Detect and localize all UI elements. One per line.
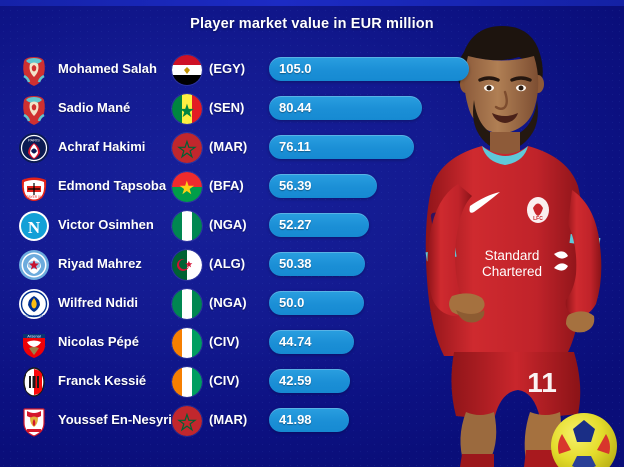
table-row[interactable]: N Victor Osimhen (NGA) 52.27 [0,207,624,246]
value-bar: 44.74 [269,330,354,354]
svg-text:PARIS: PARIS [28,138,40,143]
value-label: 42.59 [279,373,312,388]
country-code: (BFA) [209,178,244,193]
value-label: 50.0 [279,295,305,310]
algeria-flag-icon [172,250,202,280]
player-name: Victor Osimhen [58,217,154,232]
value-label: 80.44 [279,100,312,115]
svg-text:LEICESTER CITY: LEICESTER CITY [22,314,46,318]
burkinafaso-flag-icon [172,172,202,202]
player-name: Franck Kessié [58,373,147,388]
player-ranking-list: Mohamed Salah (EGY) 105.0 [0,51,624,441]
value-bar: 80.44 [269,96,422,120]
player-name: Riyad Mahrez [58,256,142,271]
value-label: 52.27 [279,217,312,232]
value-bar: 105.0 [269,57,469,81]
liverpool-badge-icon [18,54,50,86]
country-code: (ALG) [209,256,246,271]
player-name: Mohamed Salah [58,61,157,76]
country-code: (NGA) [209,295,247,310]
player-name: Achraf Hakimi [58,139,146,154]
value-bar: 52.27 [269,213,369,237]
psg-badge-icon: PARIS [18,132,50,164]
player-name: Edmond Tapsoba [58,178,167,193]
arsenal-badge-icon: Arsenal [18,327,50,359]
value-bar: 56.39 [269,174,377,198]
player-name: Youssef En-Nesyri [58,412,172,427]
leverkusen-badge-icon: BAYER 04 [18,171,50,203]
country-code: (CIV) [209,334,240,349]
table-row[interactable]: PARIS Achraf Hakimi (MAR) 76.11 [0,129,624,168]
page-title: Player market value in EUR million [190,16,434,32]
country-code: (CIV) [209,373,240,388]
morocco-flag-icon [172,133,202,163]
acmilan-badge-icon [18,366,50,398]
value-bar: 76.11 [269,135,414,159]
country-code: (NGA) [209,217,247,232]
value-bar: 41.98 [269,408,349,432]
svg-text:N: N [28,218,41,237]
value-label: 76.11 [279,139,311,154]
value-bar: 42.59 [269,369,350,393]
value-bar: 50.0 [269,291,364,315]
table-row[interactable]: Arsenal Nicolas Pépé (CIV) 44.7 [0,324,624,363]
napoli-badge-icon: N [18,210,50,242]
country-code: (MAR) [209,139,248,154]
morocco-flag-icon [172,406,202,436]
egypt-flag-icon [172,55,202,85]
svg-text:Arsenal: Arsenal [27,334,41,339]
value-label: 41.98 [279,412,312,427]
svg-text:Chartered: Chartered [482,264,542,279]
table-row[interactable]: Sadio Mané (SEN) 80.44 [0,90,624,129]
svg-text:LFC: LFC [533,216,543,222]
value-bar: 50.38 [269,252,365,276]
player-name: Wilfred Ndidi [58,295,139,310]
mancity-badge-icon [18,249,50,281]
svg-text:BAYER 04: BAYER 04 [27,195,42,199]
country-code: (MAR) [209,412,248,427]
country-code: (EGY) [209,61,246,76]
nigeria-flag-icon [172,289,202,319]
senegal-flag-icon [172,94,202,124]
table-row[interactable]: Youssef En-Nesyri (MAR) 41.98 [0,402,624,441]
liverpool-badge-icon [18,93,50,125]
value-label: 44.74 [279,334,312,349]
table-row[interactable]: BAYER 04 Edmond Tapsoba (BFA) 56.39 [0,168,624,207]
top-accent-strip [0,0,624,6]
table-row[interactable]: LEICESTER CITY Wilfred Ndidi (NGA) 50.0 [0,285,624,324]
table-row[interactable]: Franck Kessié (CIV) 42.59 [0,363,624,402]
sevilla-badge-icon [18,405,50,437]
ivorycoast-flag-icon [172,367,202,397]
country-code: (SEN) [209,100,245,115]
value-label: 56.39 [279,178,312,193]
nigeria-flag-icon [172,211,202,241]
table-row[interactable]: Mohamed Salah (EGY) 105.0 [0,51,624,90]
table-row[interactable]: Riyad Mahrez (ALG) 50.38 [0,246,624,285]
mohamed-salah-photo: LFC Standard Chartered 11 [412,14,624,467]
svg-text:11: 11 [527,367,557,398]
player-name: Nicolas Pépé [58,334,139,349]
ivorycoast-flag-icon [172,328,202,358]
svg-text:Standard: Standard [485,248,540,263]
value-label: 105.0 [279,61,312,76]
leicester-badge-icon: LEICESTER CITY [18,288,50,320]
player-name: Sadio Mané [58,100,131,115]
value-label: 50.38 [279,256,312,271]
